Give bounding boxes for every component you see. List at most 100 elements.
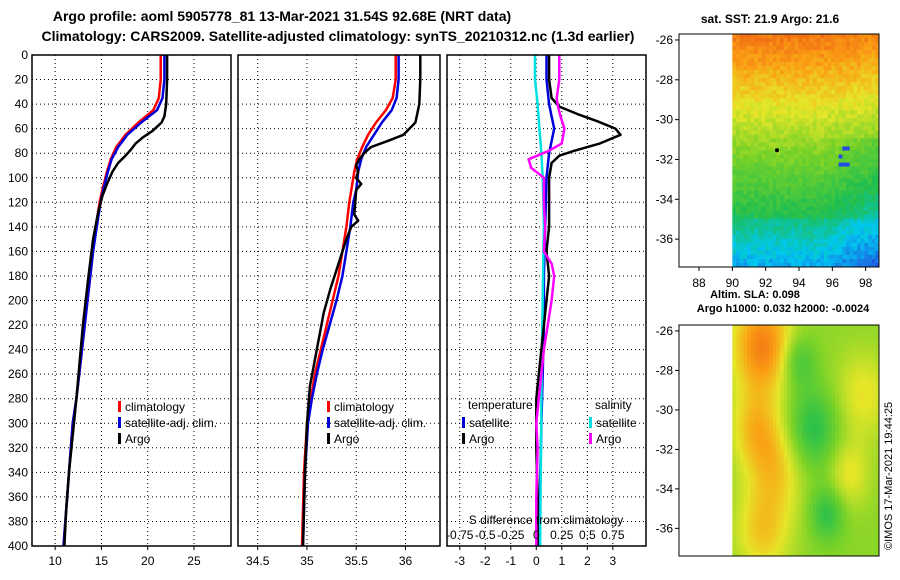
map-cell (875, 436, 880, 441)
map-cell (794, 182, 799, 188)
map-cell (780, 158, 785, 163)
map-cell (809, 520, 814, 525)
map-cell (776, 38, 781, 43)
map-cell (875, 380, 880, 386)
map-cell (820, 480, 825, 485)
map-cell (732, 448, 737, 453)
map-cell (824, 238, 829, 244)
map-cell (860, 488, 865, 493)
map-cell (838, 150, 843, 155)
map-cell (780, 70, 785, 75)
map-cell (783, 528, 788, 533)
map-cell (835, 412, 840, 417)
map-cell (813, 380, 818, 386)
map-cell (758, 82, 763, 87)
map-cell (860, 254, 865, 260)
map-cell (769, 544, 774, 549)
map-cell (754, 118, 759, 123)
map-cell (780, 476, 785, 481)
map-cell (758, 246, 763, 252)
map-cell (739, 54, 744, 59)
map-cell (783, 198, 788, 204)
map-cell (875, 238, 880, 244)
map-cell (739, 42, 744, 47)
map-cell (791, 242, 796, 248)
map-cell (783, 536, 788, 541)
map-cell (805, 114, 810, 119)
map-cell (827, 464, 832, 469)
map-cell (780, 142, 785, 147)
map-cell (846, 480, 851, 485)
map-cell (787, 336, 792, 342)
map-cell (857, 476, 862, 481)
map-cell (809, 186, 814, 192)
map-cell (739, 110, 744, 115)
map-cell (835, 234, 840, 240)
map-cell (802, 448, 807, 453)
map-cell (842, 50, 847, 55)
map-cell (857, 262, 862, 268)
map-cell (783, 552, 788, 557)
map-cell (868, 344, 873, 350)
map-cell (813, 90, 818, 95)
map-cell (857, 250, 862, 256)
map-cell (794, 416, 799, 421)
map-cell (798, 464, 803, 469)
map-cell (732, 114, 737, 119)
map-cell (747, 512, 752, 517)
map-cell (802, 468, 807, 473)
map-cell (849, 528, 854, 533)
map-cell (783, 376, 788, 382)
map-cell (750, 222, 755, 228)
map-cell (824, 456, 829, 461)
map-cell (743, 238, 748, 244)
map-cell (754, 428, 759, 433)
map-cell (831, 436, 836, 441)
map-cell (824, 476, 829, 481)
map-cell (816, 436, 821, 441)
series-line-argo (301, 55, 422, 547)
map-cell (743, 186, 748, 192)
map-cell (853, 38, 858, 43)
map-cell (747, 222, 752, 228)
map-cell (816, 492, 821, 497)
map-cell (787, 548, 792, 553)
map-cell (827, 258, 832, 264)
map-cell (761, 214, 766, 220)
map-cell (831, 170, 836, 176)
map-cell (772, 448, 777, 453)
map-cell (864, 448, 869, 453)
map-cell (769, 90, 774, 95)
map-cell (805, 464, 810, 469)
map-cell (875, 70, 880, 75)
map-cell (835, 50, 840, 55)
map-cell (791, 348, 796, 354)
map-cell (769, 110, 774, 115)
map-cell (842, 42, 847, 47)
map-cell (820, 102, 825, 107)
map-cell (871, 440, 876, 445)
map-cell (827, 194, 832, 200)
map-cell (772, 170, 777, 176)
map-cell (791, 182, 796, 188)
map-cell (835, 524, 840, 529)
map-cell (736, 484, 741, 489)
map-cell (831, 344, 836, 350)
map-cell (857, 98, 862, 103)
map-cell (769, 130, 774, 135)
map-cell (805, 210, 810, 216)
map-cell (780, 130, 785, 135)
map-cell (831, 94, 836, 99)
map-cell (831, 392, 836, 398)
map-cell (857, 66, 862, 71)
map-cell (813, 404, 818, 410)
map-cell (736, 86, 741, 91)
map-cell (794, 368, 799, 374)
map-cell (838, 408, 843, 414)
map-cell (787, 428, 792, 433)
map-cell (857, 428, 862, 433)
map-cell (849, 198, 854, 204)
map-cell (765, 138, 770, 143)
map-cell (868, 468, 873, 473)
map-cell (780, 122, 785, 127)
